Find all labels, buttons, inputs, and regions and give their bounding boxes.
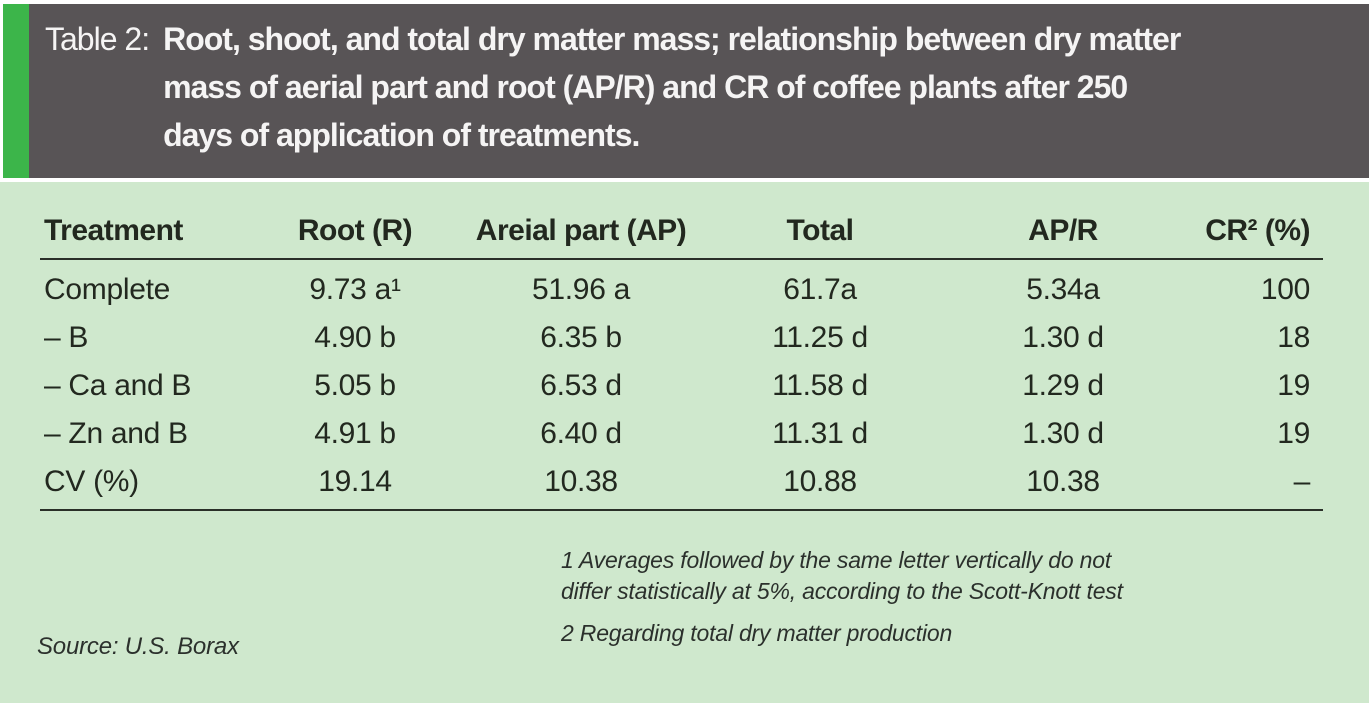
table-row-cv: CV (%) 19.14 10.38 10.88 10.38 – [40, 458, 1323, 506]
cell-total: 61.7a [783, 273, 857, 306]
cell-cr: 19 [1277, 417, 1310, 450]
cell-total: 11.31 d [772, 417, 868, 450]
footnote-1-line-1: 1 Averages followed by the same letter v… [561, 547, 1112, 573]
cell-cr: 100 [1260, 273, 1310, 306]
table-caption: Table 2: Root, shoot, and total dry matt… [45, 15, 1359, 159]
column-header-root: Root (R) [297, 214, 413, 247]
cell-ap-r: 1.29 d [1022, 369, 1104, 402]
cell-ap-r: 1.30 d [1022, 321, 1104, 354]
table-title: Root, shoot, and total dry matter mass; … [163, 15, 1181, 159]
table-row: – Ca and B 5.05 b 6.53 d 11.58 d 1.29 d … [40, 362, 1323, 410]
cell-aerial: 6.40 d [540, 417, 622, 450]
cell-ap-r: 5.34a [1026, 273, 1100, 306]
cell-root: 4.91 b [314, 417, 396, 450]
cell-root: 9.73 a¹ [309, 273, 401, 306]
cell-treatment: – B [44, 321, 89, 354]
cell-treatment: – Ca and B [44, 369, 192, 402]
cell-aerial: 6.35 b [540, 321, 622, 354]
column-header-total: Total [786, 214, 854, 247]
table-row: – B 4.90 b 6.35 b 11.25 d 1.30 d 18 [40, 314, 1323, 362]
column-header-cr: CR² (%) [1205, 214, 1310, 247]
table-row: – Zn and B 4.91 b 6.40 d 11.31 d 1.30 d … [40, 410, 1323, 458]
table-title-line-2: mass of aerial part and root (AP/R) and … [163, 69, 1128, 105]
cell-aerial: 51.96 a [532, 273, 630, 306]
table-header-row: Treatment Root (R) Areial part (AP) Tota… [40, 207, 1323, 255]
cell-treatment: CV (%) [44, 465, 139, 498]
footnote-2: 2 Regarding total dry matter production [561, 620, 953, 646]
table-top-rule [40, 258, 1323, 260]
cell-total: 11.25 d [772, 321, 868, 354]
cell-cr: 19 [1277, 369, 1310, 402]
cell-root: 5.05 b [314, 369, 396, 402]
table-bottom-rule [40, 509, 1323, 511]
cell-total: 11.58 d [772, 369, 868, 402]
cell-root: 19.14 [318, 465, 392, 498]
table-caption-bar [29, 4, 1369, 178]
cell-aerial: 6.53 d [540, 369, 622, 402]
cell-treatment: Complete [44, 273, 170, 306]
footnote-1: 1 Averages followed by the same letter v… [561, 545, 1123, 607]
source-credit: Source: U.S. Borax [37, 633, 239, 660]
cell-total: 10.88 [783, 465, 857, 498]
cell-cr: – [1293, 465, 1311, 498]
column-header-aerial-part: Areial part (AP) [475, 214, 687, 247]
green-accent-bar [3, 4, 29, 178]
table-row: Complete 9.73 a¹ 51.96 a 61.7a 5.34a 100 [40, 266, 1323, 314]
cell-ap-r: 1.30 d [1022, 417, 1104, 450]
cell-ap-r: 10.38 [1026, 465, 1100, 498]
cell-cr: 18 [1277, 321, 1310, 354]
table-title-line-3: days of application of treatments. [163, 117, 640, 153]
column-header-treatment: Treatment [44, 214, 183, 247]
cell-root: 4.90 b [314, 321, 396, 354]
table-body-background [0, 182, 1369, 703]
table-title-line-1: Root, shoot, and total dry matter mass; … [163, 21, 1181, 57]
cell-treatment: – Zn and B [44, 417, 188, 450]
footnote-1-line-2: differ statistically at 5%, according to… [561, 578, 1123, 604]
cell-aerial: 10.38 [544, 465, 618, 498]
table-number-label: Table 2: [45, 21, 150, 57]
column-header-ap-r: AP/R [1028, 214, 1098, 247]
